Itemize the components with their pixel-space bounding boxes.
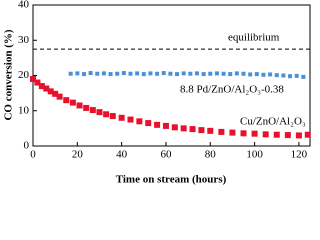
x-tick-label: 80 bbox=[205, 149, 217, 161]
y-axis-label: CO conversion (%) bbox=[3, 29, 15, 120]
series-label: Cu/ZnO/Al₂O₃ bbox=[240, 116, 306, 128]
marker bbox=[52, 90, 59, 97]
marker bbox=[75, 71, 80, 76]
marker bbox=[136, 118, 143, 125]
y-tick-label: 20 bbox=[18, 69, 30, 81]
marker bbox=[83, 104, 90, 111]
marker bbox=[34, 79, 41, 86]
marker bbox=[96, 109, 103, 116]
marker bbox=[69, 99, 76, 106]
marker bbox=[274, 73, 279, 78]
x-tick-label: 100 bbox=[246, 149, 263, 161]
marker bbox=[240, 130, 247, 137]
marker bbox=[148, 71, 153, 76]
marker bbox=[127, 116, 134, 123]
marker bbox=[189, 126, 196, 133]
marker bbox=[171, 124, 178, 131]
reference-label: equilibrium bbox=[228, 32, 280, 44]
marker bbox=[145, 120, 152, 127]
marker bbox=[304, 131, 311, 138]
marker bbox=[194, 71, 199, 76]
marker bbox=[288, 74, 293, 79]
marker bbox=[284, 132, 291, 139]
x-tick-label: 120 bbox=[291, 149, 308, 161]
marker bbox=[294, 73, 299, 78]
marker bbox=[295, 132, 302, 139]
y-tick-label: 30 bbox=[18, 34, 30, 46]
marker bbox=[101, 71, 106, 76]
marker bbox=[208, 71, 213, 76]
marker bbox=[201, 72, 206, 77]
marker bbox=[47, 88, 54, 95]
marker bbox=[254, 72, 259, 77]
marker bbox=[109, 113, 116, 120]
marker bbox=[103, 111, 110, 118]
marker bbox=[118, 114, 125, 121]
marker bbox=[43, 85, 50, 92]
marker bbox=[30, 76, 36, 83]
marker bbox=[188, 71, 193, 76]
marker bbox=[218, 128, 225, 135]
marker bbox=[175, 72, 180, 77]
marker bbox=[251, 130, 258, 137]
marker bbox=[261, 72, 266, 77]
marker bbox=[95, 71, 100, 76]
marker bbox=[168, 71, 173, 76]
marker bbox=[162, 122, 169, 129]
x-tick-label: 0 bbox=[30, 149, 36, 161]
marker bbox=[281, 73, 286, 78]
marker bbox=[262, 131, 269, 138]
marker bbox=[89, 107, 96, 114]
marker bbox=[228, 72, 233, 77]
marker bbox=[76, 102, 83, 109]
marker bbox=[56, 93, 63, 100]
marker bbox=[63, 97, 70, 104]
marker bbox=[241, 71, 246, 76]
x-tick-label: 20 bbox=[72, 149, 84, 161]
x-tick-label: 60 bbox=[160, 149, 172, 161]
marker bbox=[128, 71, 133, 76]
marker bbox=[135, 71, 140, 76]
marker bbox=[207, 127, 214, 134]
marker bbox=[214, 71, 219, 76]
marker bbox=[121, 71, 126, 76]
x-axis-label: Time on stream (hours) bbox=[116, 174, 227, 186]
marker bbox=[155, 71, 160, 76]
marker bbox=[273, 131, 280, 138]
marker bbox=[68, 71, 73, 76]
marker bbox=[154, 121, 161, 128]
marker bbox=[88, 71, 93, 76]
y-tick-label: 10 bbox=[18, 104, 30, 116]
x-tick-label: 40 bbox=[116, 149, 128, 161]
marker bbox=[248, 72, 253, 77]
marker bbox=[161, 71, 166, 76]
marker bbox=[38, 83, 45, 90]
marker bbox=[141, 72, 146, 77]
marker bbox=[268, 72, 273, 77]
marker bbox=[198, 127, 205, 134]
marker bbox=[115, 71, 120, 76]
marker bbox=[234, 71, 239, 76]
series-label: 8.8 Pd/ZnO/Al₂O₃-0.38 bbox=[180, 84, 284, 96]
marker bbox=[181, 71, 186, 76]
marker bbox=[81, 72, 86, 77]
marker bbox=[221, 71, 226, 76]
marker bbox=[229, 129, 236, 136]
y-tick-label: 40 bbox=[18, 0, 30, 11]
chart: Time on stream (hours) CO conversion (%)… bbox=[3, 0, 311, 186]
marker bbox=[301, 74, 306, 79]
marker bbox=[108, 72, 113, 77]
marker bbox=[180, 125, 187, 132]
y-tick-label: 0 bbox=[24, 140, 30, 152]
